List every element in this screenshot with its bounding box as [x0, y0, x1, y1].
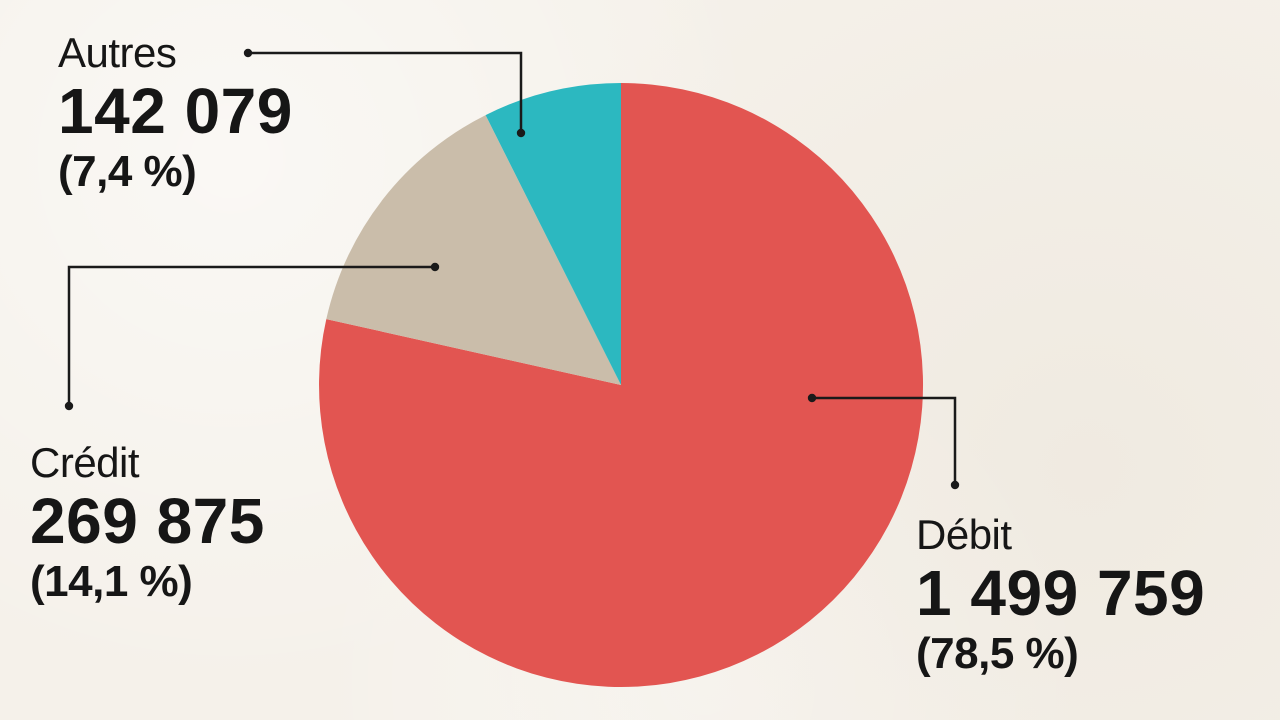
slice-value-autres: 142 079: [58, 75, 293, 147]
slice-label-credit: Crédit: [30, 439, 140, 486]
callout-debit: Débit 1 499 759 (78,5 %): [916, 512, 1205, 680]
callout-autres: Autres 142 079 (7,4 %): [58, 30, 293, 198]
slice-pct-autres: (7,4 %): [58, 147, 197, 196]
pie-slice-autres: [485, 83, 621, 385]
pie-slice-credit: [326, 115, 621, 385]
callout-dot-debit-slice: [807, 393, 817, 403]
slice-pct-credit: (14,1 %): [30, 557, 193, 606]
leader-line-debit: [807, 393, 960, 490]
callout-credit: Crédit 269 875 (14,1 %): [30, 440, 265, 608]
callout-dot-autres-label: [243, 48, 253, 58]
callout-dot-debit-label: [950, 480, 960, 490]
callout-dot-credit-label: [64, 401, 74, 411]
slice-pct-debit: (78,5 %): [916, 629, 1079, 678]
leader-line-credit: [64, 262, 440, 411]
slice-value-debit: 1 499 759: [916, 557, 1206, 629]
slice-value-credit: 269 875: [30, 485, 265, 557]
callout-dot-autres-slice: [516, 128, 526, 138]
callout-dot-credit-slice: [430, 262, 440, 272]
slice-label-autres: Autres: [58, 29, 177, 76]
leader-line-autres: [243, 48, 526, 138]
leader-lines: [64, 48, 960, 490]
pie-slice-debit: [319, 83, 924, 687]
slice-label-debit: Débit: [916, 511, 1012, 558]
pie: [319, 83, 924, 687]
